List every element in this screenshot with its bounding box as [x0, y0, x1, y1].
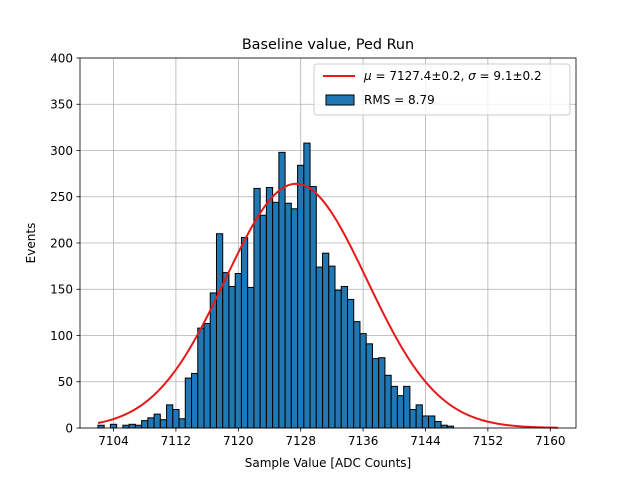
histogram-bar	[228, 285, 236, 429]
histogram-bar	[421, 415, 430, 429]
x-tick-label: 7152	[473, 434, 504, 448]
histogram-bar	[334, 289, 342, 429]
histogram-bar	[290, 208, 299, 429]
legend-box	[313, 63, 571, 116]
histogram-bar	[440, 424, 448, 429]
histogram-bar	[346, 298, 355, 429]
histogram-bar	[166, 404, 174, 429]
histogram-bar	[278, 151, 286, 429]
histogram-bar	[353, 321, 361, 429]
histogram-bar	[109, 423, 118, 429]
histogram-bar	[197, 327, 205, 429]
histogram-bar	[234, 273, 242, 429]
legend-fit-label: μ = 7127.4±0.2, σ = 9.1±0.2	[363, 69, 542, 83]
x-tick-label: 7120	[223, 434, 254, 448]
histogram-bar	[328, 265, 336, 429]
histogram-bar	[240, 236, 249, 429]
histogram-bar	[141, 420, 149, 429]
histogram-bar	[384, 374, 392, 429]
x-axis-ticks: 7104 7112 7120 7128 7136 7144 7152 7160	[98, 428, 566, 448]
y-tick-label: 150	[50, 283, 73, 297]
histogram-bar	[415, 404, 423, 429]
histogram-bar	[272, 201, 280, 429]
histogram-bar	[428, 415, 436, 429]
histogram-bar	[247, 286, 255, 429]
x-tick-label: 7160	[535, 434, 566, 448]
y-tick-label: 300	[50, 144, 73, 158]
y-axis-title: Events	[24, 223, 38, 264]
histogram-bar	[209, 292, 217, 429]
y-tick-label: 350	[50, 98, 73, 112]
histogram-bar	[153, 413, 161, 429]
gaussian-fit	[97, 182, 559, 429]
histogram-bar	[403, 385, 411, 429]
histogram-bar	[184, 377, 193, 429]
histogram-bar	[297, 164, 305, 429]
histogram-bar	[365, 343, 373, 429]
x-tick-label: 7112	[161, 434, 192, 448]
y-tick-label: 50	[58, 375, 73, 389]
histogram-bar	[122, 424, 130, 429]
histogram-bar	[315, 266, 324, 429]
x-tick-label: 7144	[410, 434, 441, 448]
y-axis-ticks: 0 50 100 150 200 250 300 350 400	[50, 51, 80, 435]
histogram-bar	[97, 424, 105, 429]
legend: μ = 7127.4±0.2, σ = 9.1±0.2 RMS = 8.79	[313, 63, 571, 116]
histogram-bar	[378, 357, 386, 429]
legend-sigma-value: = 9.1±0.2	[476, 69, 542, 83]
chart-title: Baseline value, Ped Run	[242, 37, 414, 53]
x-axis-title: Sample Value [ADC Counts]	[245, 456, 411, 470]
histogram-bar	[409, 409, 417, 429]
legend-mu-value: = 7127.4±0.2,	[372, 69, 468, 83]
histogram-bar	[215, 233, 224, 429]
histogram-bar	[253, 187, 261, 429]
histogram-bar	[396, 395, 405, 429]
histogram-bar	[128, 423, 136, 429]
histogram-bar	[390, 385, 398, 429]
histogram-bar	[322, 252, 330, 429]
histogram-bar	[340, 285, 348, 429]
histogram-bar	[371, 358, 380, 429]
histogram-bar	[259, 214, 267, 429]
x-tick-label: 7104	[98, 434, 129, 448]
y-tick-label: 250	[50, 190, 73, 204]
histogram-bar	[147, 417, 155, 429]
legend-hist-label: RMS = 8.79	[364, 93, 435, 107]
histogram-bar	[172, 409, 180, 429]
x-tick-label: 7128	[285, 434, 316, 448]
y-tick-label: 200	[50, 236, 73, 250]
histogram-bar	[134, 424, 143, 429]
histogram-bar	[191, 372, 199, 429]
legend-mu-symbol: μ	[363, 69, 372, 83]
histogram-bar	[309, 186, 317, 429]
y-tick-label: 0	[65, 421, 73, 435]
histogram-bar	[434, 421, 442, 429]
y-tick-label: 400	[50, 51, 73, 65]
y-tick-label: 100	[50, 329, 73, 343]
histogram-bar	[159, 419, 168, 429]
histogram-bar	[203, 322, 211, 429]
x-tick-label: 7136	[348, 434, 379, 448]
legend-sigma-symbol: σ	[468, 69, 476, 83]
fit-curve	[97, 182, 559, 429]
histogram-bar	[222, 272, 230, 429]
legend-hist-swatch	[325, 94, 355, 106]
histogram-bar	[178, 418, 186, 429]
histogram-bar	[284, 202, 292, 429]
histogram-bar	[265, 187, 274, 429]
histogram-bar	[359, 333, 367, 429]
